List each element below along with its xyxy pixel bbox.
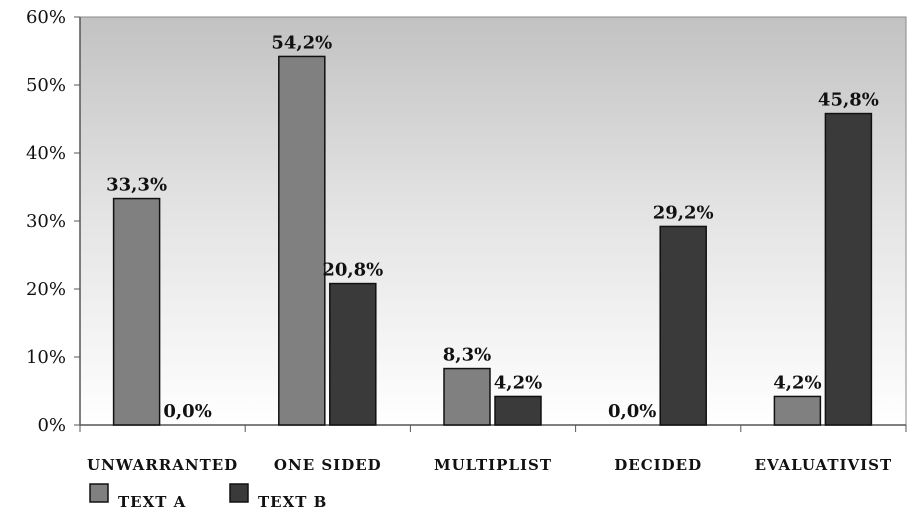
data-label: 45,8% (818, 90, 879, 111)
y-tick-label: 10% (26, 347, 66, 368)
bar-text-a-one-sided (278, 55, 326, 426)
data-label: 4,2% (494, 372, 542, 393)
category-label: MULTIPLIST (434, 456, 552, 474)
bar-text-b-evaluativist (824, 112, 873, 426)
y-tick-label: 0% (37, 415, 66, 436)
legend-swatch (89, 483, 109, 503)
data-labels: 33,3% 54,2% 8,3% 0,0% 4,2% 0,0% 20,8% 4,2% 29,2%… (106, 32, 879, 422)
plot-area (79, 16, 907, 426)
bar-text-b-multiplist (494, 395, 542, 426)
category-label: EVALUATIVIST (755, 456, 893, 474)
legend-swatch (229, 483, 249, 503)
x-axis (79, 424, 907, 432)
bar-text-a-multiplist (443, 367, 491, 426)
y-tick-label: 40% (26, 143, 66, 164)
data-label: 4,2% (773, 372, 821, 393)
data-label: 0,0% (608, 401, 656, 422)
y-tick-label: 60% (26, 7, 66, 28)
y-tick-label: 50% (26, 75, 66, 96)
bars (112, 55, 873, 426)
bar-text-a-unwarranted (112, 197, 161, 426)
data-label: 29,2% (653, 202, 714, 223)
category-label: ONE SIDED (274, 456, 382, 474)
category-labels: UNWARRANTED ONE SIDED MULTIPLIST DECIDED EVA… (87, 456, 893, 474)
y-tick-label: 20% (26, 279, 66, 300)
legend-label: TEXT B (258, 493, 327, 511)
bar-text-a-evaluativist (773, 395, 822, 426)
legend-label: TEXT A (118, 493, 186, 511)
bar-text-b-decided (659, 225, 707, 426)
data-label: 0,0% (163, 401, 211, 422)
y-axis: 0% 10% 20% 30% 40% 50% 60% (26, 7, 81, 436)
data-label: 33,3% (106, 175, 167, 196)
legend: TEXT A TEXT B (89, 483, 327, 511)
data-label: 8,3% (443, 345, 491, 366)
data-label: 20,8% (322, 260, 383, 281)
bar-text-b-one-sided (329, 282, 377, 426)
category-label: UNWARRANTED (87, 456, 238, 474)
category-label: DECIDED (614, 456, 702, 474)
data-label: 54,2% (271, 32, 332, 53)
y-tick-label: 30% (26, 211, 66, 232)
